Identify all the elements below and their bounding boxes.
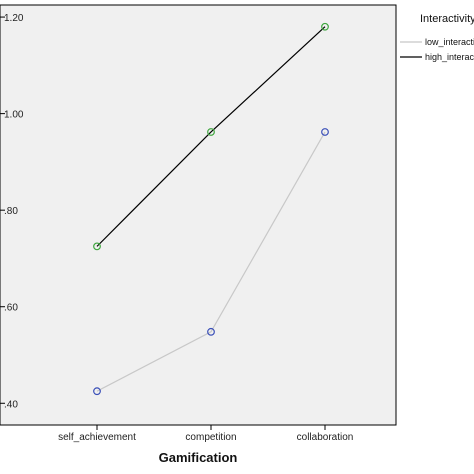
legend: Interactivity low_interactivity high_inte… <box>400 13 474 62</box>
plot-area <box>0 4 397 426</box>
y-axis: .40 .60 .80 1.00 1.20 <box>0 13 24 410</box>
series-lines <box>96 26 326 392</box>
data-point-high_interactivity <box>207 128 215 136</box>
data-point-high_interactivity <box>321 22 329 31</box>
series-points <box>93 22 329 396</box>
series-line-high_interactivity <box>96 26 326 247</box>
data-point-low_interactivity <box>321 128 329 136</box>
x-tick-label: competition <box>185 432 236 443</box>
y-tick-label: .60 <box>4 303 18 314</box>
legend-title: Interactivity <box>420 13 474 25</box>
x-axis-title: Gamification <box>159 450 238 465</box>
legend-label: low_interactivity <box>425 37 474 47</box>
data-point-high_interactivity <box>93 242 101 251</box>
y-tick-label: .40 <box>4 399 18 410</box>
x-tick-label: self_achievement <box>58 432 136 443</box>
legend-label: high_interactivity <box>425 52 474 62</box>
data-point-low_interactivity <box>93 387 101 396</box>
series-line-low_interactivity <box>96 131 326 392</box>
y-tick-label: 1.20 <box>4 13 24 24</box>
x-tick-label: collaboration <box>297 432 354 443</box>
y-tick-label: .80 <box>4 206 18 217</box>
data-point-low_interactivity <box>207 327 215 336</box>
y-tick-label: 1.00 <box>4 110 24 121</box>
x-axis: self_achievement competition collaboration <box>58 425 353 443</box>
